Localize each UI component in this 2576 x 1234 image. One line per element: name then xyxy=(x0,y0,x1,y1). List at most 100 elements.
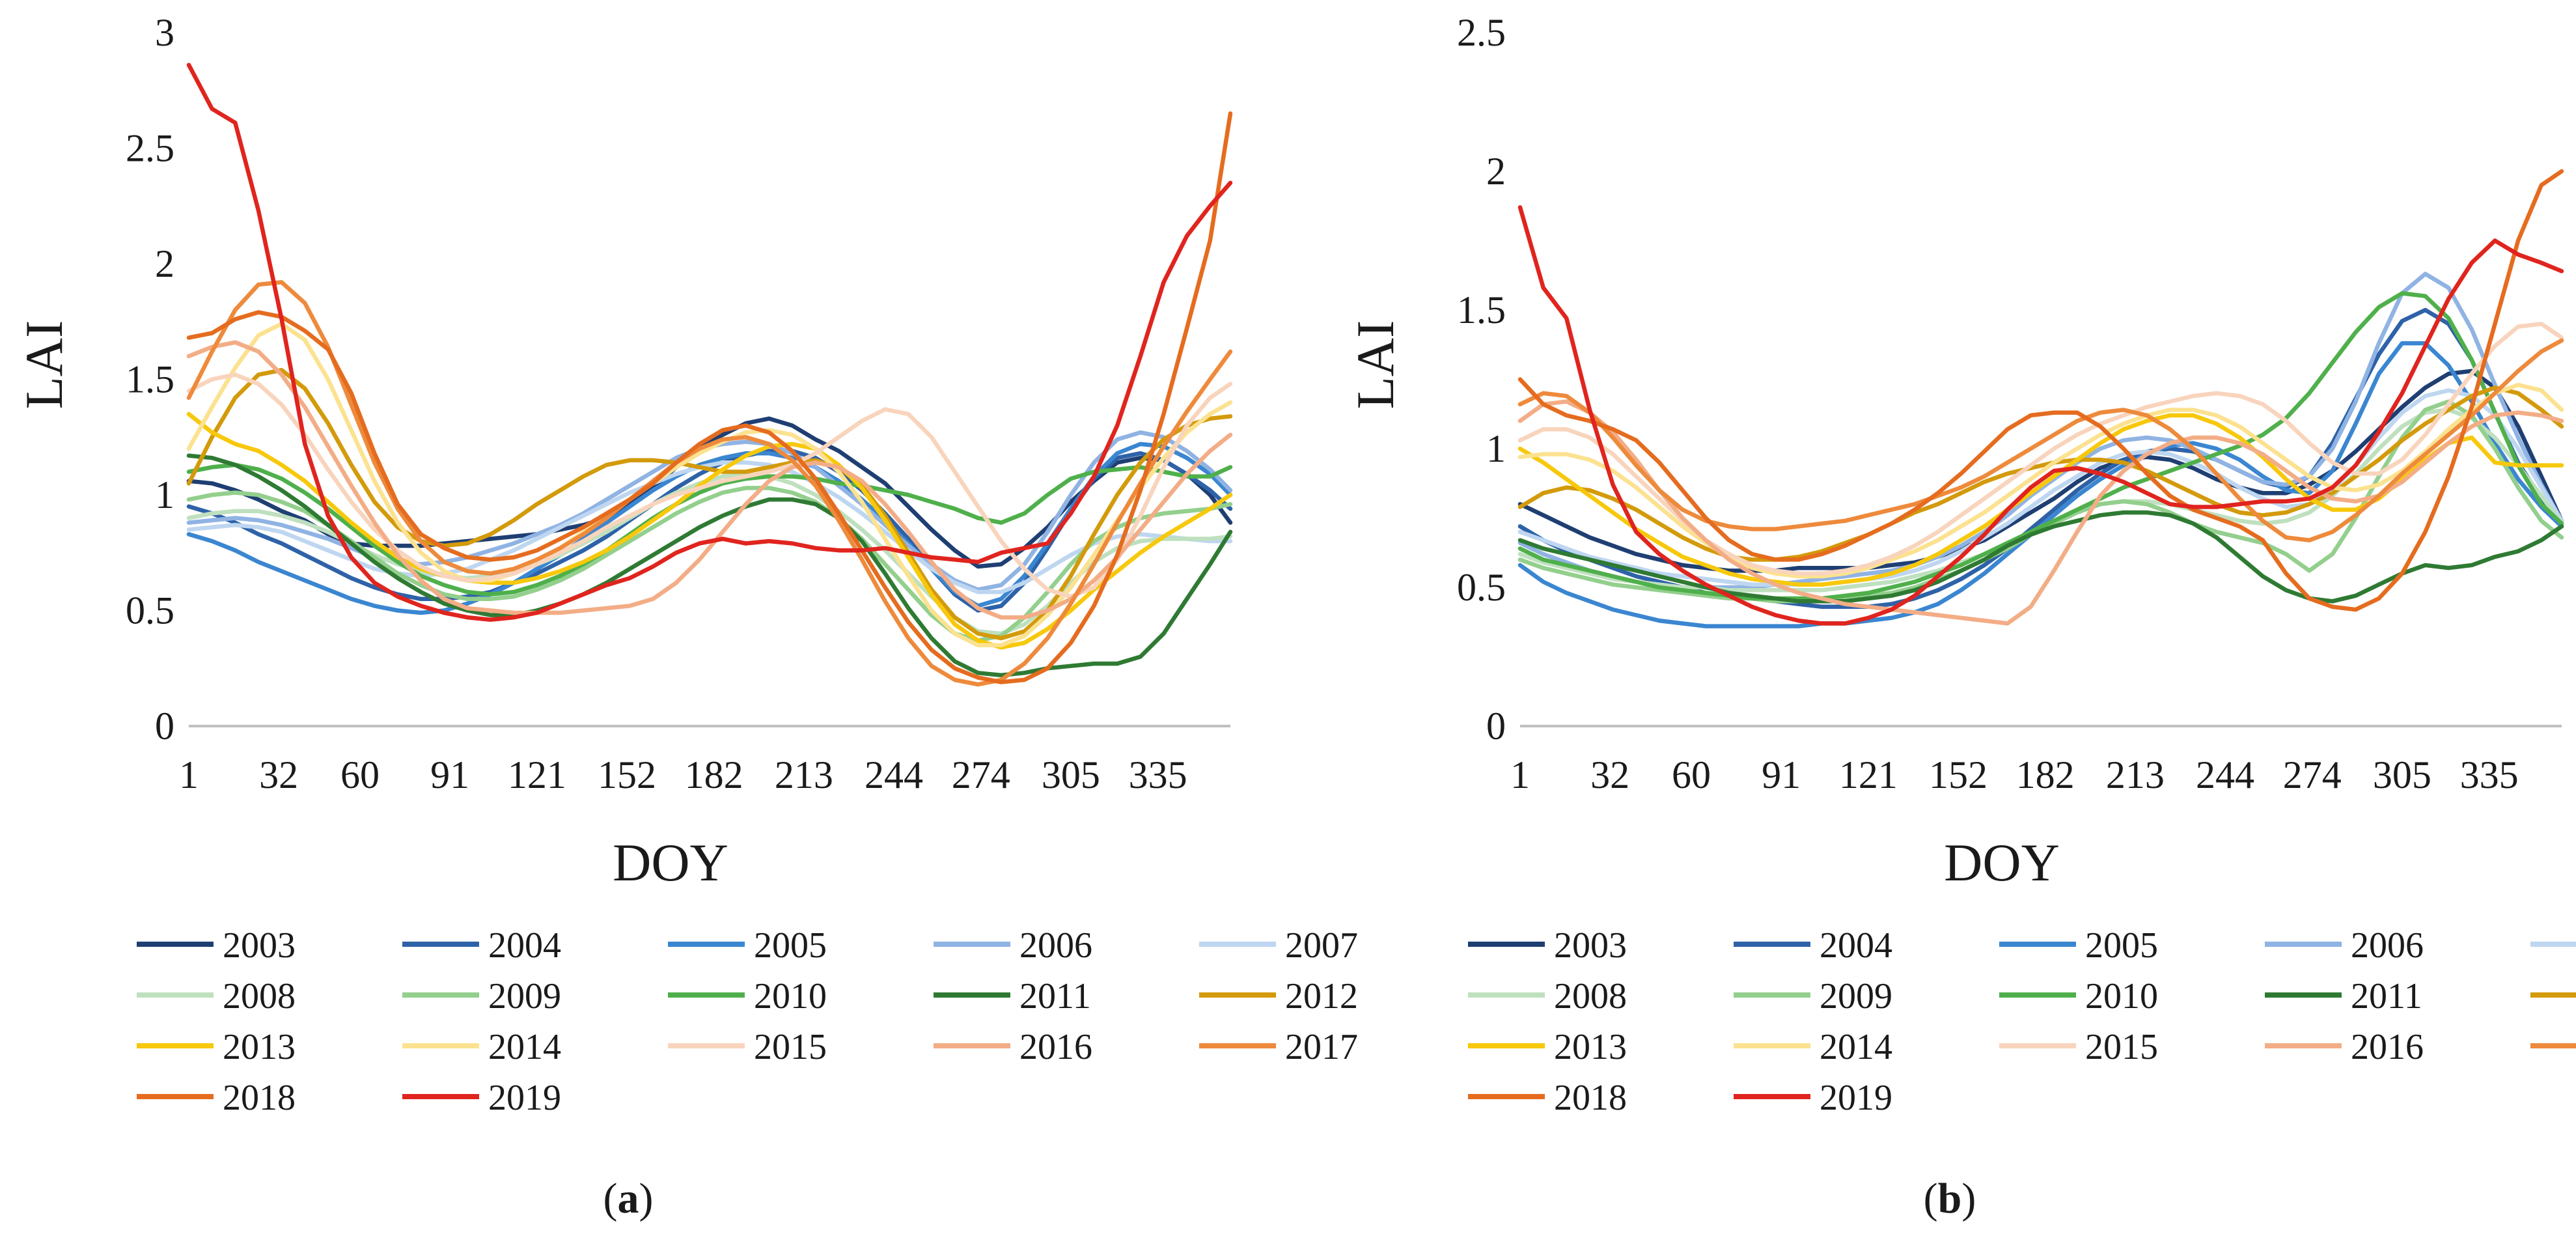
panel-b-legend-item: 2004 xyxy=(1734,925,1892,966)
panel-b-series-line-2012 xyxy=(1517,386,2564,562)
panel-b: 0 0.5 1 1.5 2 2.5 1 32 60 91 121 152 182 213 244 274 30… xyxy=(1346,11,2576,1222)
panel-b-legend-label: 2008 xyxy=(1554,976,1627,1017)
panel-b-x-tick-label: 91 xyxy=(1762,753,1801,796)
panel-a-legend-label: 2011 xyxy=(1019,976,1091,1017)
panel-b-legend: 2003 2004 2005 2006 2007 2008 2009 2010 2011 2012… xyxy=(1468,925,2576,1118)
panel-a-legend-label: 2012 xyxy=(1285,976,1358,1017)
panel-a-x-tick-label: 244 xyxy=(865,753,923,796)
panel-a: 0 0.5 1 1.5 2 2.5 3 1 32 60 91 121 152 182 213 244 274 3… xyxy=(14,11,1358,1222)
panel-b-series-line-2010 xyxy=(1517,291,2564,601)
panel-a-legend-item: 2017 xyxy=(1199,1027,1358,1067)
panel-a-legend-label: 2015 xyxy=(754,1027,827,1067)
panel-a-legend-label: 2007 xyxy=(1285,925,1358,966)
panel-b-caption: (b) xyxy=(1924,1175,1976,1222)
panel-b-series-line-2016 xyxy=(1517,399,2564,626)
panel-b-legend-item: 2008 xyxy=(1468,976,1627,1017)
panel-b-legend-label: 2013 xyxy=(1554,1027,1627,1067)
panel-a-x-tick-label: 32 xyxy=(259,753,298,796)
panel-a-series-line-2009 xyxy=(186,486,1233,643)
panel-a-legend-item: 2006 xyxy=(934,925,1092,966)
panel-b-legend-label: 2015 xyxy=(2085,1027,2158,1067)
panel-a-legend-label: 2017 xyxy=(1285,1027,1358,1067)
panel-a-legend-label: 2018 xyxy=(223,1078,296,1118)
panel-b-legend-item: 2007 xyxy=(2530,942,2576,947)
panel-a-series-line-2011 xyxy=(186,453,1233,678)
panel-b-legend-item: 2003 xyxy=(1468,925,1627,966)
panel-a-x-tick-label: 182 xyxy=(685,753,743,796)
panel-b-x-tick-label: 244 xyxy=(2196,753,2254,796)
panel-a-y-ticks: 0 0.5 1 1.5 2 2.5 3 xyxy=(126,11,174,748)
panel-b-series-line-2003 xyxy=(1517,369,2564,573)
panel-a-series-line-2014 xyxy=(186,322,1233,648)
panel-b-y-tick-label: 2 xyxy=(1486,150,1506,193)
panel-a-legend-label: 2010 xyxy=(754,976,827,1017)
panel-b-x-axis-title: DOY xyxy=(1944,833,2060,892)
panel-a-legend-item: 2010 xyxy=(668,976,827,1017)
panel-b-legend-label: 2009 xyxy=(1820,976,1892,1017)
panel-a-legend-item: 2016 xyxy=(934,1027,1092,1067)
panel-a-legend-item: 2009 xyxy=(402,976,561,1017)
panel-b-legend-item: 2010 xyxy=(1999,976,2158,1017)
panel-b-series-line-2018 xyxy=(1517,169,2564,612)
panel-b-series-line-2011 xyxy=(1517,510,2564,604)
panel-a-y-tick-label: 0.5 xyxy=(126,589,174,632)
panel-b-legend-label: 2019 xyxy=(1820,1078,1892,1118)
panel-a-legend-item: 2011 xyxy=(934,976,1091,1017)
panel-a-legend-label: 2016 xyxy=(1019,1027,1092,1067)
panel-a-x-tick-label: 274 xyxy=(952,753,1010,796)
panel-b-legend-item: 2012 xyxy=(2530,992,2576,998)
panel-b-x-tick-label: 152 xyxy=(1929,753,1987,796)
panel-a-y-tick-label: 2 xyxy=(155,242,174,285)
panel-a-series-line-2019 xyxy=(186,63,1233,622)
panel-a-legend-item: 2003 xyxy=(137,925,296,966)
panel-a-legend-item: 2013 xyxy=(137,1027,296,1067)
panel-b-x-tick-label: 60 xyxy=(1672,753,1711,796)
panel-b-x-tick-label: 335 xyxy=(2460,753,2519,796)
panel-b-legend-item: 2006 xyxy=(2265,925,2424,966)
panel-b-legend-label: 2018 xyxy=(1554,1078,1627,1118)
panel-a-x-tick-label: 1 xyxy=(179,753,199,796)
panel-b-legend-label: 2016 xyxy=(2351,1027,2424,1067)
panel-b-x-tick-label: 182 xyxy=(2016,753,2075,796)
panel-b-legend-item: 2009 xyxy=(1734,976,1892,1017)
panel-b-legend-label: 2006 xyxy=(2351,925,2424,966)
panel-a-x-tick-label: 91 xyxy=(430,753,469,796)
panel-a-y-tick-label: 1 xyxy=(155,473,174,516)
panel-b-x-tick-label: 305 xyxy=(2373,753,2431,796)
panel-a-x-tick-label: 335 xyxy=(1129,753,1187,796)
panel-b-legend-label: 2011 xyxy=(2351,976,2422,1017)
panel-b-y-tick-label: 0.5 xyxy=(1457,566,1506,609)
panel-b-x-ticks: 1 32 60 91 121 152 182 213 244 274 305 335 xyxy=(1510,753,2519,796)
panel-b-legend-item: 2019 xyxy=(1734,1078,1892,1118)
panel-a-series-line-2017 xyxy=(186,280,1233,687)
panel-b-series-line-2017 xyxy=(1517,338,2564,542)
panel-a-legend-label: 2019 xyxy=(488,1078,561,1118)
panel-b-legend-label: 2004 xyxy=(1820,925,1892,966)
panel-b-legend-item: 2015 xyxy=(1999,1027,2158,1067)
panel-a-x-tick-label: 60 xyxy=(340,753,380,796)
panel-a-x-tick-label: 121 xyxy=(508,753,566,796)
panel-b-legend-label: 2010 xyxy=(2085,976,2158,1017)
panel-b-x-tick-label: 213 xyxy=(2106,753,2165,796)
panel-a-legend-label: 2013 xyxy=(223,1027,296,1067)
panel-a-legend-label: 2008 xyxy=(223,976,296,1017)
panel-b-y-axis-title: LAI xyxy=(1346,320,1405,410)
panel-a-legend-item: 2007 xyxy=(1199,925,1358,966)
panel-a-series-line-2010 xyxy=(186,462,1233,596)
panel-b-x-tick-label: 274 xyxy=(2283,753,2342,796)
panel-a-series-lines xyxy=(186,63,1233,687)
panel-a-legend-label: 2003 xyxy=(223,925,296,966)
panel-a-y-tick-label: 3 xyxy=(155,11,174,54)
panel-a-y-tick-label: 2.5 xyxy=(126,127,174,170)
panel-a-series-line-2007 xyxy=(186,460,1233,595)
panel-b-caption-letter: b xyxy=(1938,1175,1962,1222)
panel-b-legend-item: 2017 xyxy=(2530,1043,2576,1048)
panel-a-legend-item: 2008 xyxy=(137,976,296,1017)
panel-b-legend-item: 2005 xyxy=(1999,925,2158,966)
panel-b-legend-item: 2016 xyxy=(2265,1027,2424,1067)
panel-a-legend-label: 2005 xyxy=(754,925,827,966)
panel-a-x-axis-title: DOY xyxy=(613,833,728,892)
panel-b-y-tick-label: 0 xyxy=(1486,705,1506,748)
panel-b-legend-item: 2018 xyxy=(1468,1078,1627,1118)
